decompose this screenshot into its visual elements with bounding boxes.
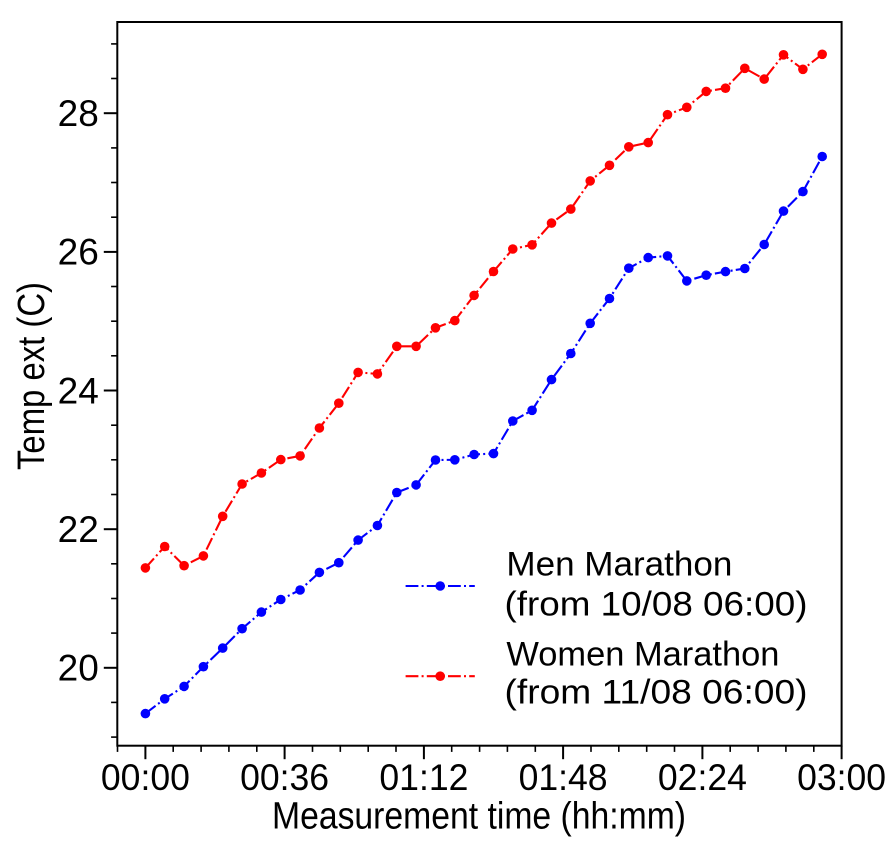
svg-text:Temp ext (C): Temp ext (C) [11,282,53,470]
svg-text:Women Marathon: Women Marathon [506,635,779,673]
svg-text:(from 11/08 06:00): (from 11/08 06:00) [505,674,808,712]
svg-text:01:48: 01:48 [519,757,608,798]
svg-text:00:00: 00:00 [101,757,190,798]
svg-text:Men Marathon: Men Marathon [506,545,732,583]
svg-text:02:24: 02:24 [658,757,747,798]
svg-text:Measurement time (hh:mm): Measurement time (hh:mm) [272,796,686,838]
svg-text:28: 28 [58,93,99,134]
svg-text:26: 26 [58,232,99,273]
svg-text:(from 10/08 06:00): (from 10/08 06:00) [505,585,808,623]
svg-text:20: 20 [58,648,99,689]
svg-text:22: 22 [58,509,99,550]
svg-text:24: 24 [58,370,99,411]
svg-text:01:12: 01:12 [379,757,468,798]
svg-text:03:00: 03:00 [797,757,886,798]
svg-text:00:36: 00:36 [240,757,329,798]
